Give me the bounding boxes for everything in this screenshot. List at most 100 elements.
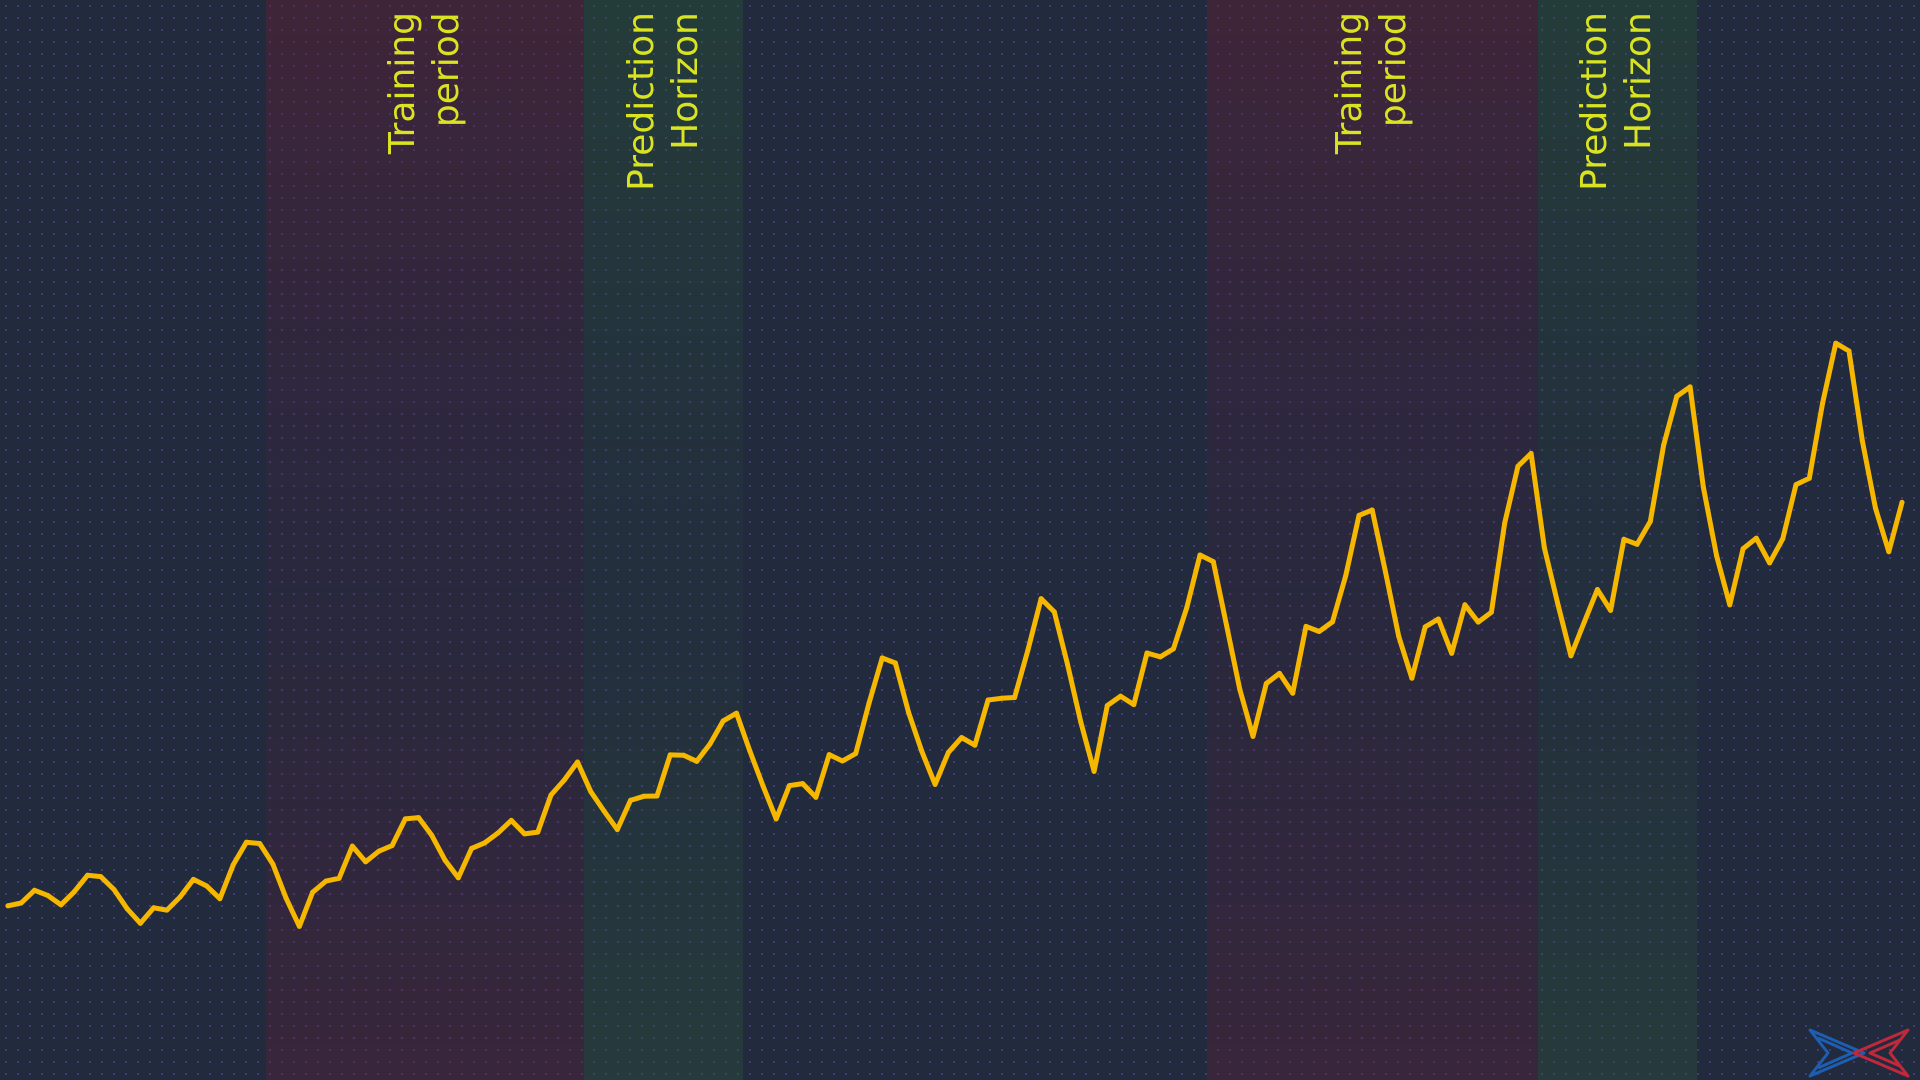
data-point-111 (1475, 619, 1481, 625)
data-point-18 (243, 839, 249, 845)
data-point-35 (469, 845, 475, 851)
data-point-42 (561, 777, 567, 783)
data-point-105 (1396, 633, 1402, 639)
data-point-134 (1780, 536, 1786, 542)
data-point-67 (892, 660, 898, 666)
data-point-138 (1833, 340, 1839, 346)
data-point-57 (760, 783, 766, 789)
data-point-37 (495, 830, 501, 836)
data-point-127 (1687, 384, 1693, 390)
data-point-116 (1541, 545, 1547, 551)
data-point-36 (482, 840, 488, 846)
data-point-140 (1859, 438, 1865, 444)
data-point-125 (1661, 442, 1667, 448)
data-point-70 (932, 781, 938, 787)
data-point-132 (1753, 535, 1759, 541)
data-point-56 (747, 748, 753, 754)
data-point-76 (1012, 695, 1018, 700)
data-point-50 (667, 752, 673, 758)
data-point-96 (1277, 670, 1282, 676)
data-point-47 (628, 797, 633, 803)
data-point-15 (204, 883, 210, 889)
data-point-31 (416, 815, 422, 821)
training-region-3 (1206, 0, 1538, 1080)
data-point-41 (548, 792, 554, 798)
data-point-7 (98, 874, 104, 880)
data-point-80 (1065, 662, 1071, 668)
data-point-102 (1356, 512, 1362, 518)
data-point-55 (734, 710, 739, 716)
data-point-3 (45, 892, 51, 898)
data-point-92 (1224, 622, 1229, 628)
data-point-24 (323, 878, 329, 884)
data-point-123 (1634, 541, 1640, 547)
data-point-136 (1806, 475, 1812, 481)
data-point-142 (1886, 549, 1892, 555)
data-point-52 (694, 758, 700, 764)
data-point-13 (177, 894, 183, 900)
data-point-44 (588, 789, 594, 795)
data-point-46 (614, 827, 620, 833)
data-point-75 (998, 695, 1004, 701)
data-point-66 (879, 655, 885, 661)
prediction-region-4 (1537, 0, 1697, 1080)
data-point-62 (826, 752, 832, 758)
data-point-114 (1515, 463, 1521, 469)
data-point-17 (230, 862, 236, 868)
data-point-93 (1237, 686, 1243, 692)
data-point-84 (1118, 693, 1124, 699)
data-point-63 (839, 758, 845, 764)
data-point-20 (270, 861, 276, 867)
data-point-72 (959, 735, 965, 741)
data-point-97 (1290, 690, 1296, 696)
series-line (5, 340, 1905, 929)
data-point-112 (1488, 609, 1494, 615)
data-point-8 (111, 887, 117, 892)
data-point-38 (508, 817, 514, 823)
data-point-82 (1091, 768, 1097, 774)
data-point-0 (5, 903, 11, 909)
data-point-117 (1555, 600, 1561, 606)
data-point-12 (164, 907, 170, 913)
data-point-130 (1727, 602, 1733, 608)
data-point-40 (535, 829, 541, 835)
data-point-99 (1316, 629, 1322, 634)
data-point-131 (1740, 546, 1746, 552)
data-point-69 (919, 749, 925, 755)
data-point-89 (1184, 605, 1190, 611)
data-point-68 (906, 710, 912, 715)
data-point-83 (1104, 703, 1110, 709)
data-point-45 (601, 808, 607, 814)
data-point-108 (1435, 616, 1441, 622)
data-point-126 (1674, 393, 1680, 399)
data-point-120 (1594, 587, 1600, 592)
data-point-118 (1568, 653, 1574, 659)
data-point-143 (1899, 499, 1905, 505)
data-point-49 (654, 793, 660, 799)
data-point-59 (786, 783, 792, 789)
data-point-90 (1197, 552, 1203, 558)
data-point-94 (1250, 733, 1256, 739)
data-point-9 (124, 906, 130, 912)
data-point-65 (866, 701, 872, 707)
data-point-115 (1528, 450, 1534, 456)
logo-icon (1808, 1028, 1910, 1078)
data-point-119 (1581, 620, 1587, 626)
training-region-1 (266, 0, 585, 1080)
data-point-1 (18, 900, 24, 906)
data-point-30 (402, 816, 408, 822)
data-point-74 (985, 697, 991, 703)
data-point-95 (1263, 681, 1269, 686)
data-point-34 (455, 875, 461, 881)
data-point-48 (641, 793, 647, 799)
data-point-58 (773, 816, 779, 822)
data-point-86 (1144, 650, 1150, 656)
data-point-101 (1343, 573, 1349, 579)
data-point-14 (190, 876, 196, 882)
data-point-28 (376, 848, 382, 854)
data-point-109 (1449, 650, 1455, 656)
data-point-85 (1131, 702, 1137, 708)
data-point-129 (1714, 553, 1720, 559)
data-point-87 (1157, 654, 1163, 660)
